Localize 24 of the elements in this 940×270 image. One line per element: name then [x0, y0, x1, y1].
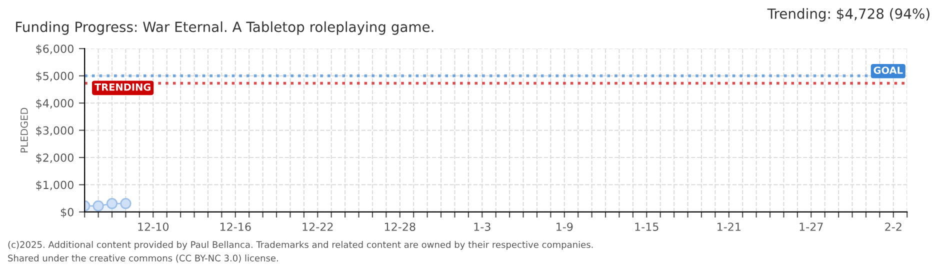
y-tick-label: $5,000	[36, 72, 74, 82]
y-tick-label: $4,000	[36, 98, 74, 109]
x-tick-label: 2-2	[885, 222, 902, 231]
text: Trending: $4,728 (94%)	[767, 8, 930, 22]
x-tick-label: 1-3	[474, 222, 490, 231]
ref-line-label: GOAL	[874, 66, 903, 74]
x-tick-label: 12-28	[384, 222, 416, 231]
y-tick-label: $2,000	[36, 153, 74, 164]
y-tick-label: $6,000	[36, 44, 74, 54]
x-tick-label: 1-15	[635, 222, 658, 231]
y-tick-label: $1,000	[36, 180, 74, 191]
x-tick-label: 12-22	[302, 222, 333, 231]
x-tick-label: 1-27	[800, 222, 823, 231]
x-tick-label: 12-16	[220, 222, 251, 231]
text: Shared under the creative commons (CC BY-NC 3.0) license.	[8, 254, 278, 263]
y-tick-label: $3,000	[36, 126, 74, 136]
y-tick-label: $0	[60, 208, 74, 218]
x-tick-label: 1-21	[718, 222, 740, 231]
y-axis-title: PLEDGED	[20, 108, 28, 152]
text: (c)2025. Additional content provided by Paul Bellanca. Trademarks and related content are owned by their respective companies.	[8, 241, 593, 250]
chart-title: Funding Progress: War Eternal. A Tabletop roleplaying game.	[16, 21, 434, 35]
x-tick-label: 12-10	[138, 222, 169, 231]
x-tick-label: 1-9	[556, 222, 573, 231]
ref-line-label: TRENDING	[94, 83, 150, 91]
